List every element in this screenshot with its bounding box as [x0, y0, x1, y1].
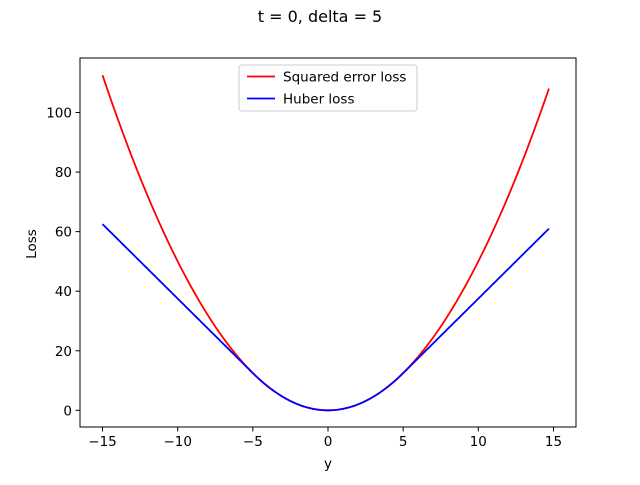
y-tick-label: 20	[55, 344, 72, 360]
chart-title: t = 0, delta = 5	[258, 7, 382, 26]
x-tick-label: 5	[399, 434, 408, 450]
y-tick-label: 0	[63, 403, 72, 419]
series-line-1	[101, 223, 550, 412]
x-tick-label: 0	[324, 434, 333, 450]
legend-label-0: Squared error loss	[283, 70, 406, 86]
x-tick-label: −10	[163, 434, 192, 450]
legend: Squared error loss Huber loss	[238, 64, 418, 112]
x-tick-label: −5	[243, 434, 263, 450]
y-tick-label: 40	[55, 284, 72, 300]
y-axis-label: Loss	[24, 229, 40, 259]
y-tick-label: 60	[55, 225, 72, 241]
legend-box	[238, 64, 418, 112]
x-tick-label: 15	[545, 434, 562, 450]
x-tick-label: −15	[88, 434, 117, 450]
plot-area: −15 −10 −5 0 5 10 15 0 20 40 60 80 100	[46, 57, 577, 450]
legend-label-1: Huber loss	[283, 92, 355, 108]
x-tick-label: 10	[470, 434, 487, 450]
y-tick-label: 80	[55, 165, 72, 181]
y-tick-label: 100	[46, 106, 72, 122]
x-axis-label: y	[324, 456, 332, 472]
